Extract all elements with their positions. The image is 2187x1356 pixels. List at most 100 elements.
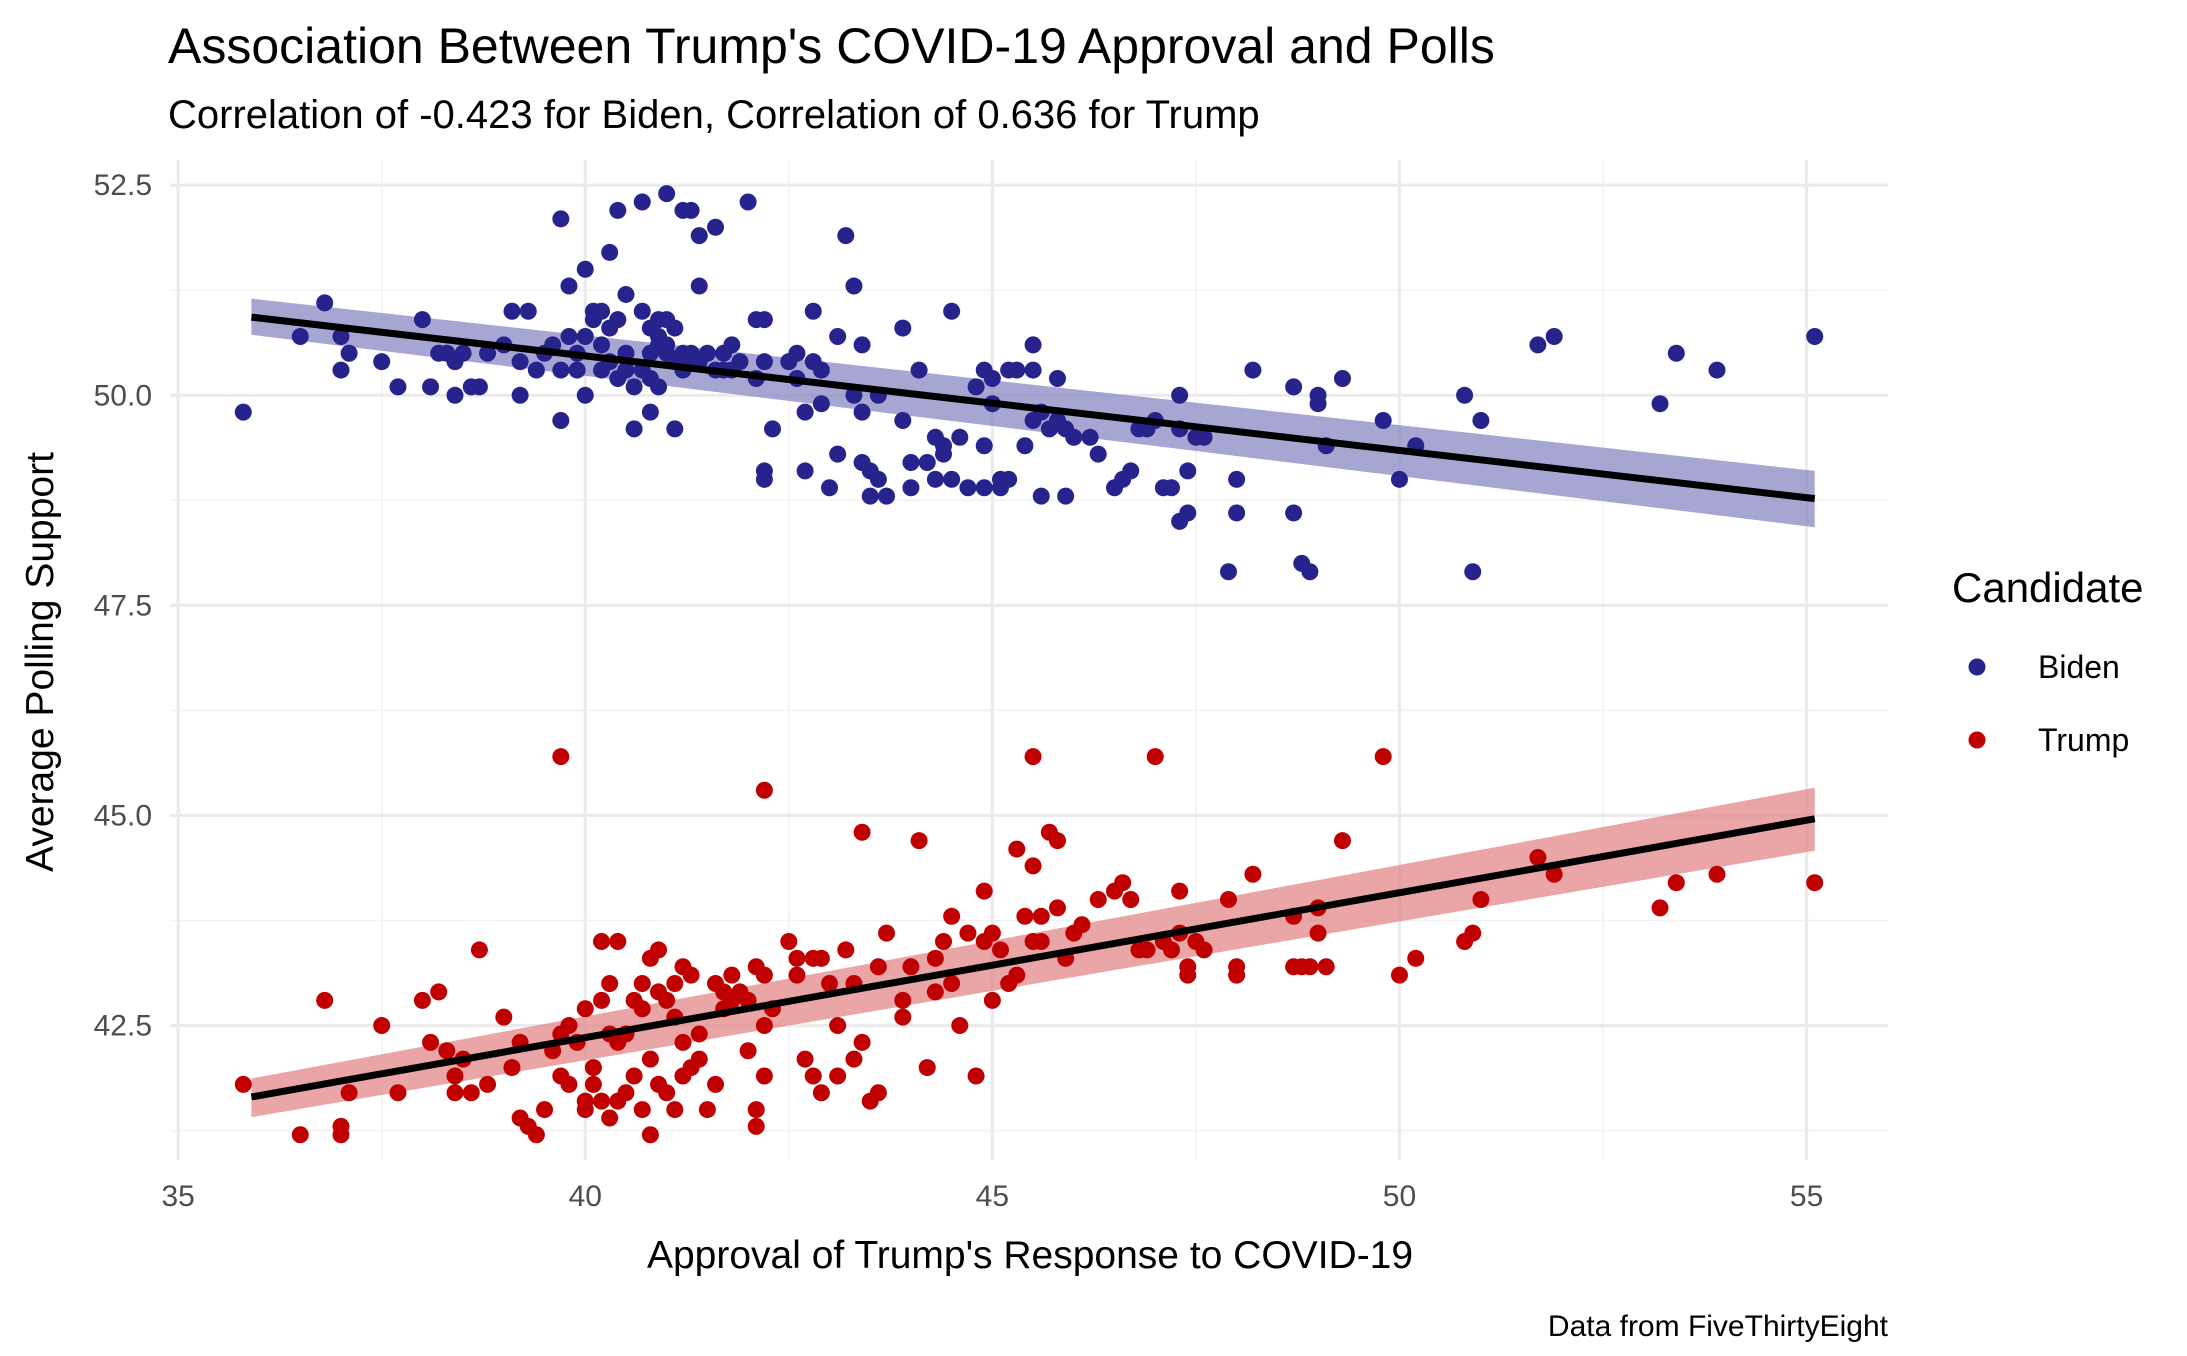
biden-point	[1179, 504, 1196, 521]
biden-point	[829, 446, 846, 463]
biden-point	[894, 320, 911, 337]
trump-point	[1139, 941, 1156, 958]
biden-point	[1033, 488, 1050, 505]
biden-point	[552, 412, 569, 429]
biden-point	[1025, 336, 1042, 353]
trump-point	[577, 1101, 594, 1118]
trump-point	[1310, 925, 1327, 942]
legend-label-trump: Trump	[2038, 722, 2129, 758]
biden-point	[951, 429, 968, 446]
trump-point	[479, 1076, 496, 1093]
trump-point	[748, 1118, 765, 1135]
biden-point	[332, 362, 349, 379]
trump-point	[788, 967, 805, 984]
trump-point	[332, 1126, 349, 1143]
trump-point	[691, 1051, 708, 1068]
trump-point	[1179, 967, 1196, 984]
trump-point	[438, 1042, 455, 1059]
biden-point	[1025, 362, 1042, 379]
trump-point	[878, 925, 895, 942]
trump-point	[829, 1067, 846, 1084]
biden-point	[1008, 362, 1025, 379]
biden-point	[626, 378, 643, 395]
trump-point	[666, 975, 683, 992]
biden-point	[902, 479, 919, 496]
x-axis-title: Approval of Trump's Response to COVID-19	[647, 1234, 1413, 1277]
trump-point	[788, 950, 805, 967]
biden-point	[1220, 563, 1237, 580]
trump-point	[1008, 967, 1025, 984]
x-tick-label: 50	[1383, 1180, 1416, 1213]
biden-point	[446, 387, 463, 404]
trump-point	[797, 1051, 814, 1068]
trump-point	[1090, 891, 1107, 908]
trump-point	[1529, 849, 1546, 866]
trump-point	[674, 1034, 691, 1051]
y-tick-label: 50.0	[94, 379, 152, 412]
trump-point	[389, 1084, 406, 1101]
biden-point	[1057, 488, 1074, 505]
trump-point	[585, 1059, 602, 1076]
trump-point	[1114, 874, 1131, 891]
biden-point	[520, 303, 537, 320]
trump-point	[577, 1000, 594, 1017]
trump-point	[756, 1017, 773, 1034]
biden-point	[1546, 328, 1563, 345]
biden-point	[512, 353, 529, 370]
trump-point	[593, 933, 610, 950]
biden-point	[1285, 378, 1302, 395]
trump-point	[805, 1067, 822, 1084]
trump-point	[560, 1017, 577, 1034]
trump-point	[1375, 748, 1392, 765]
biden-point	[1301, 563, 1318, 580]
trump-point	[1016, 908, 1033, 925]
legend-label-biden: Biden	[2038, 649, 2120, 685]
biden-point	[1228, 504, 1245, 521]
biden-point	[609, 202, 626, 219]
biden-point	[634, 303, 651, 320]
biden-point	[1334, 370, 1351, 387]
biden-point	[878, 488, 895, 505]
trump-point	[1196, 941, 1213, 958]
trump-point	[813, 1084, 830, 1101]
trump-point	[585, 1076, 602, 1093]
trump-point	[894, 992, 911, 1009]
trump-point	[422, 1034, 439, 1051]
chart-subtitle: Correlation of -0.423 for Biden, Correla…	[168, 93, 1260, 137]
biden-point	[626, 420, 643, 437]
biden-point	[723, 336, 740, 353]
biden-point	[609, 311, 626, 328]
biden-point	[788, 345, 805, 362]
trump-point	[1122, 891, 1139, 908]
trump-point	[959, 925, 976, 942]
trump-point	[707, 1076, 724, 1093]
trump-point	[341, 1084, 358, 1101]
biden-point	[658, 185, 675, 202]
biden-point	[707, 219, 724, 236]
biden-point	[1668, 345, 1685, 362]
biden-point	[503, 303, 520, 320]
biden-point	[1000, 471, 1017, 488]
biden-point	[976, 479, 993, 496]
trump-point	[446, 1067, 463, 1084]
trump-point	[951, 1017, 968, 1034]
trump-point	[1171, 883, 1188, 900]
trump-point	[943, 908, 960, 925]
biden-point	[854, 404, 871, 421]
biden-point	[560, 278, 577, 295]
y-axis-ticks: 42.545.047.550.052.5	[94, 169, 152, 1042]
trump-point	[235, 1076, 252, 1093]
legend-key-trump	[1969, 732, 1986, 749]
trump-point	[626, 1067, 643, 1084]
biden-point	[235, 404, 252, 421]
biden-point	[528, 362, 545, 379]
trump-point	[1033, 933, 1050, 950]
trump-point	[984, 992, 1001, 1009]
biden-point	[373, 353, 390, 370]
trump-point	[756, 782, 773, 799]
trump-point	[854, 1034, 871, 1051]
biden-point	[1456, 387, 1473, 404]
trump-point	[658, 1084, 675, 1101]
trump-point	[1464, 925, 1481, 942]
